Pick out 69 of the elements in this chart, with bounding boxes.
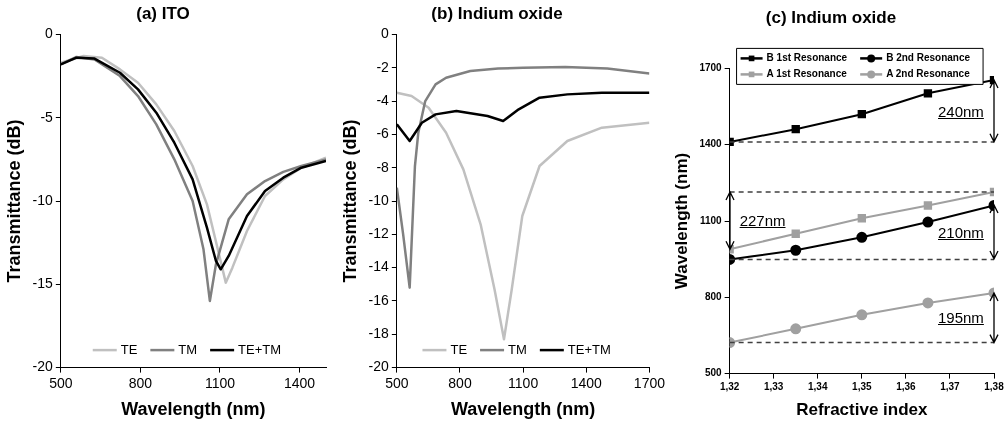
x-tick-label: 1,38	[984, 381, 1005, 393]
x-tick-label: 1100	[508, 374, 539, 391]
point	[791, 125, 800, 134]
y-tick-label: -8	[376, 158, 390, 175]
point	[790, 323, 802, 335]
annotation: 210nm	[938, 223, 984, 241]
x-tick-label: 1,32	[719, 381, 740, 393]
x-tick-label: 1,37	[940, 381, 961, 393]
y-tick-label: -4	[376, 91, 390, 108]
x-axis-title: Refractive index	[796, 400, 929, 420]
y-tick-label: -10	[32, 191, 54, 208]
x-tick-label: 800	[448, 374, 472, 391]
annotation: 227nm	[739, 212, 786, 230]
chart-title: (a) ITO	[136, 3, 190, 23]
y-tick-label: -15	[32, 275, 54, 292]
y-tick-label: 1100	[699, 214, 723, 226]
legend-label: A 2nd Resonance	[886, 68, 971, 80]
y-axis-title: Transmittance (dB)	[339, 119, 360, 283]
x-tick-label: 1400	[283, 374, 316, 391]
y-tick-label: -5	[40, 108, 54, 125]
legend-label: TE	[120, 341, 138, 357]
point	[857, 214, 867, 223]
y-axis-title: Transmittance (dB)	[3, 119, 24, 283]
chart-title: (b) Indium oxide	[431, 3, 563, 23]
annotation: 240nm	[938, 102, 984, 120]
point	[790, 244, 802, 256]
legend-label: TE+TM	[238, 341, 282, 357]
x-axis-title: Wavelength (nm)	[450, 399, 596, 420]
y-axis-title: Wavelength (nm)	[671, 152, 691, 290]
y-tick-label: -6	[376, 125, 390, 142]
x-tick-label: 1100	[204, 374, 236, 391]
annotation: 195nm	[938, 309, 984, 327]
x-tick-label: 1,33	[763, 381, 784, 393]
point	[857, 110, 867, 119]
legend-label: A 1st Resonance	[766, 68, 848, 80]
legend-label: B 2nd Resonance	[886, 52, 971, 64]
y-tick-label: 0	[45, 25, 54, 42]
point	[856, 231, 868, 243]
y-tick-label: -12	[368, 225, 390, 242]
legend-label: TM	[178, 341, 198, 357]
x-tick-label: 1,35	[852, 381, 872, 393]
legend-label: B 1st Resonance	[766, 52, 848, 64]
y-tick-label: -18	[368, 325, 390, 342]
legend-label: TE	[450, 341, 468, 357]
x-tick-label: 800	[128, 374, 153, 391]
point	[856, 309, 868, 321]
y-tick-label: 1700	[699, 62, 723, 74]
point	[923, 201, 933, 210]
point	[791, 229, 800, 238]
y-tick-label: 1400	[699, 138, 723, 150]
y-tick-label: 800	[704, 291, 723, 303]
legend-label: TE+TM	[567, 341, 611, 357]
y-tick-label: -2	[376, 58, 390, 75]
x-tick-label: 1,34	[808, 381, 828, 393]
y-tick-label: -16	[368, 291, 390, 308]
x-tick-label: 1,36	[896, 381, 917, 393]
x-axis-title: Wavelength (nm)	[121, 399, 266, 420]
y-tick-label: -14	[368, 258, 390, 275]
chart-title: (c) Indium oxide	[765, 7, 897, 27]
y-tick-label: -10	[368, 191, 390, 208]
x-tick-label: 1700	[633, 374, 666, 391]
y-tick-label: 0	[381, 25, 390, 42]
point	[923, 89, 933, 98]
legend-label: TM	[508, 341, 527, 357]
point	[922, 297, 934, 309]
point	[922, 216, 934, 228]
x-tick-label: 1400	[570, 374, 603, 391]
y-tick-label: -20	[368, 358, 390, 375]
y-tick-label: -20	[32, 358, 54, 375]
